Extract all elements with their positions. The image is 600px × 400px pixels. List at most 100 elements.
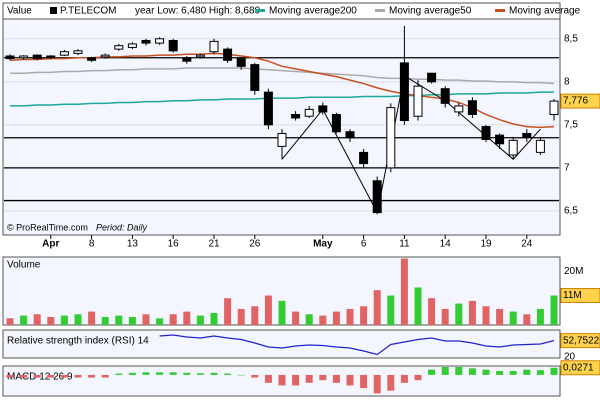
- candle-body: [263, 91, 273, 126]
- macd-bar: [74, 374, 82, 378]
- volume-bar: [509, 311, 517, 325]
- candle-body: [399, 62, 409, 122]
- panel-title: Relative strength index (RSI) 14: [7, 336, 149, 347]
- macd-bar: [400, 374, 408, 383]
- volume-bar: [264, 295, 272, 325]
- candle-body: [223, 48, 233, 61]
- macd-bar: [33, 374, 41, 378]
- candle-body: [168, 40, 178, 52]
- volume-bar: [156, 318, 164, 325]
- legend-label: Moving average200: [269, 6, 357, 17]
- candle-body: [454, 105, 464, 113]
- volume-bar: [47, 316, 55, 325]
- volume-bar: [115, 315, 123, 325]
- macd-bar: [88, 374, 96, 378]
- y-tick-label: 7,5: [564, 119, 578, 130]
- legend-label: P.TELECOM: [60, 6, 117, 17]
- macd-bar: [20, 374, 28, 378]
- candle-body: [508, 139, 518, 156]
- candle-body: [481, 126, 491, 140]
- macd-bar: [251, 374, 259, 378]
- candle-body: [372, 180, 382, 214]
- candle-body: [141, 40, 151, 44]
- candle-body: [100, 54, 110, 58]
- legend-swatch: [375, 9, 385, 12]
- candle-body: [87, 57, 97, 61]
- credit: © ProRealTime.com: [7, 222, 88, 232]
- macd-bar: [278, 374, 286, 386]
- macd-bar: [292, 374, 300, 386]
- x-tick-label: 8: [89, 239, 95, 250]
- volume-bar: [196, 315, 204, 325]
- volume-bar: [536, 308, 544, 325]
- macd-bar: [482, 369, 490, 375]
- volume-bar: [428, 298, 436, 325]
- candle-body: [345, 131, 355, 139]
- price-header: [2, 2, 561, 20]
- volume-bar: [360, 306, 368, 325]
- macd-bar: [319, 374, 327, 381]
- x-tick-label: 16: [168, 239, 180, 250]
- candle-body: [32, 54, 42, 60]
- legend-swatch: [495, 9, 505, 12]
- candle-body: [209, 40, 219, 53]
- candle-body: [467, 100, 477, 116]
- volume-bar: [373, 290, 381, 325]
- macd-bar: [60, 374, 68, 378]
- panel-title: Volume: [7, 260, 41, 271]
- volume-bar: [251, 306, 259, 325]
- candle-body: [535, 139, 545, 153]
- volume-bar: [142, 314, 150, 325]
- macd-bar: [264, 374, 272, 383]
- x-tick-label: 26: [249, 239, 261, 250]
- candle-body: [549, 100, 559, 116]
- macd-bar: [128, 372, 136, 375]
- volume-bar: [387, 295, 395, 325]
- volume-bar: [101, 316, 109, 325]
- candle-body: [19, 55, 29, 59]
- volume-bar: [400, 258, 408, 325]
- macd-bar: [387, 374, 395, 391]
- candle-body: [427, 72, 437, 83]
- candle-body: [250, 64, 260, 91]
- macd-bar: [455, 367, 463, 375]
- candle-body: [195, 54, 205, 58]
- macd-bar: [183, 372, 191, 375]
- rsi-line: [159, 334, 555, 356]
- last-value-label: 52,7522: [563, 335, 600, 346]
- last-value-label: 0,0271: [563, 362, 594, 373]
- x-tick-label: 13: [127, 239, 139, 250]
- macd-bar: [332, 374, 340, 383]
- y-tick-label: 6,5: [564, 206, 578, 217]
- candle-body: [386, 107, 396, 169]
- candle-body: [331, 114, 341, 133]
- last-value-box: [560, 360, 600, 376]
- volume-bar: [550, 295, 558, 325]
- legend-swatch: [255, 9, 265, 12]
- candle-body: [318, 105, 328, 113]
- volume-bar: [20, 315, 28, 325]
- macd-bar: [224, 373, 232, 375]
- volume-bar: [305, 314, 313, 325]
- candle-body: [155, 38, 165, 44]
- x-tick-label: 11: [399, 239, 410, 250]
- candle-body: [277, 132, 287, 147]
- volume-bar: [224, 298, 232, 325]
- candle-body: [46, 55, 56, 59]
- macd-bar: [428, 369, 436, 375]
- candle-body: [127, 43, 137, 48]
- volume-bar: [60, 315, 68, 325]
- rsi-panel: [2, 329, 561, 359]
- volume-bar: [210, 312, 218, 325]
- x-tick-label: 19: [480, 239, 492, 250]
- volume-bar: [441, 308, 449, 325]
- macd-bar: [6, 374, 14, 378]
- macd-bar: [196, 373, 204, 375]
- macd-bar: [536, 370, 544, 375]
- volume-bar: [523, 314, 531, 325]
- x-tick-label: May: [313, 239, 333, 250]
- macd-bar: [550, 367, 558, 375]
- volume-bar: [496, 308, 504, 325]
- volume-bar: [88, 311, 96, 325]
